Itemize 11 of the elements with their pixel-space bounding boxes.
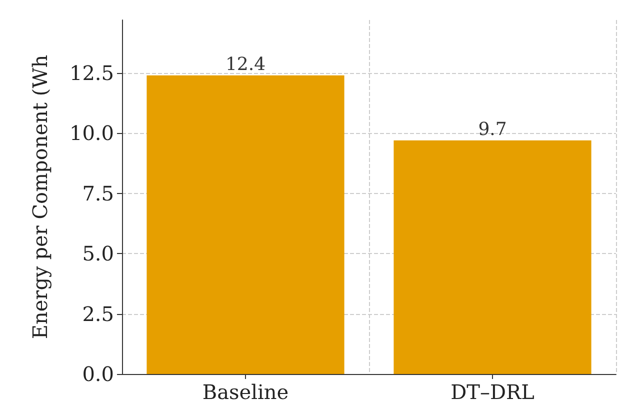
data-label: 9.7 <box>478 118 507 140</box>
y-tick-label: 5.0 <box>82 242 114 266</box>
y-tick-label: 2.5 <box>82 302 114 326</box>
data-label: 12.4 <box>225 54 266 75</box>
y-tick-label: 7.5 <box>82 181 114 206</box>
y-tick-label: 10.0 <box>69 121 114 146</box>
y-tick-label: 0.0 <box>82 362 114 386</box>
y-tick-label: 12.5 <box>69 60 114 85</box>
x-tick-label: DT–DRL <box>450 380 534 404</box>
x-tick-label: Baseline <box>202 380 289 404</box>
y-axis-title: Energy per Component (Wh <box>28 54 52 340</box>
